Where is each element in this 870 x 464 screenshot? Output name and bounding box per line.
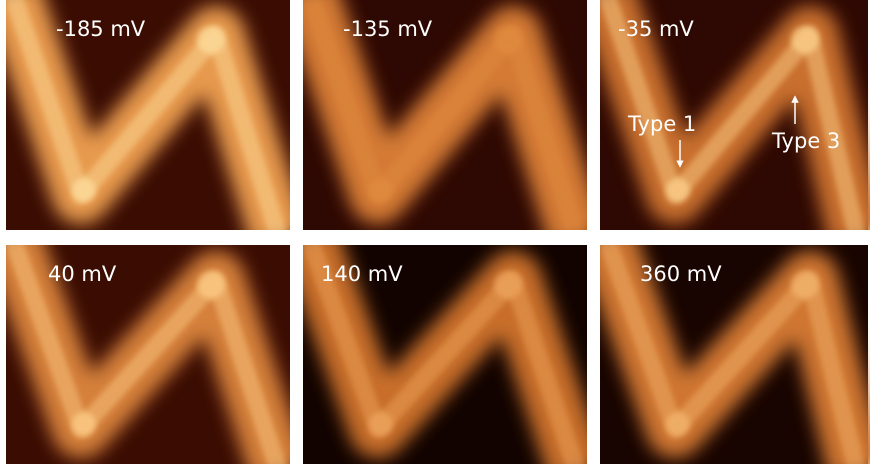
voltage-label: 40 mV — [48, 262, 117, 286]
bright-spot — [72, 412, 96, 436]
bright-spot — [197, 271, 225, 299]
voltage-label: 140 mV — [321, 262, 403, 286]
stm-panel: 40 mV — [6, 235, 290, 464]
bright-spot — [369, 412, 393, 436]
bright-spot — [494, 26, 522, 54]
bright-spot — [666, 178, 690, 202]
voltage-label: -135 mV — [343, 17, 433, 41]
stm-panel: -135 mV — [303, 0, 588, 240]
annotation-label: Type 3 — [771, 129, 840, 153]
panel-image — [6, 0, 290, 240]
stm-panel: 140 mV — [303, 235, 588, 464]
stm-panel: -185 mV — [6, 0, 290, 240]
bright-spot — [494, 271, 522, 299]
voltage-label: -35 mV — [618, 17, 694, 41]
bright-spot — [791, 26, 819, 54]
stm-panel: 360 mV — [600, 235, 868, 464]
annotation-label: Type 1 — [627, 112, 696, 136]
bright-spot — [72, 178, 96, 202]
voltage-label: 360 mV — [640, 262, 722, 286]
bright-spot — [369, 178, 393, 202]
bright-spot — [666, 412, 690, 436]
bright-spot — [197, 26, 225, 54]
figure: -185 mV -135 mV -35 mV 40 mV 140 mV 360 mV Typ… — [0, 0, 870, 464]
voltage-label: -185 mV — [56, 17, 146, 41]
bright-spot — [791, 271, 819, 299]
